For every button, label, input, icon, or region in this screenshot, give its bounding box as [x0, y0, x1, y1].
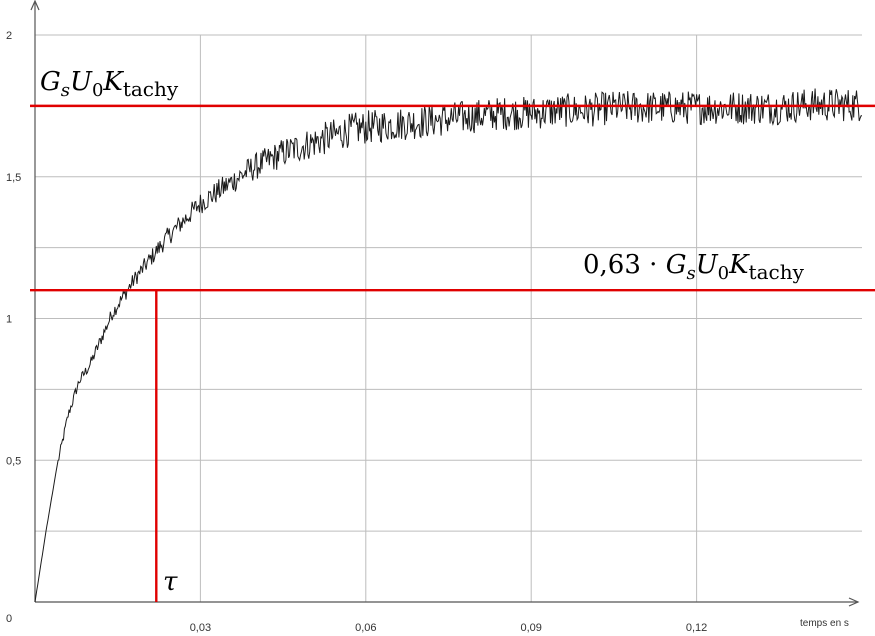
y-axis-arrow	[30, 0, 40, 11]
x-tick-label: 0,09	[520, 622, 541, 634]
axes	[30, 0, 860, 607]
x-tick-label: 0,12	[686, 622, 707, 634]
x-tick-label: 0,06	[355, 622, 376, 634]
steady-state-label: GsU0Ktachy	[40, 67, 179, 101]
y-tick-label: 1	[6, 314, 12, 326]
y-tick-label: 0,5	[6, 455, 21, 467]
tick-labels: 0 0,5 1 1,5 2 0,03 0,06 0,09 0,12	[6, 30, 707, 634]
y-tick-label: 2	[6, 30, 12, 42]
x-tick-label: 0,03	[190, 622, 211, 634]
speed-signal-line	[34, 88, 862, 603]
tau-label: τ	[163, 567, 178, 597]
y-tick-label: 1,5	[6, 172, 21, 184]
x-axis-title: temps en s	[800, 618, 849, 629]
time-constant-level-label: 0,63 · GsU0Ktachy	[583, 250, 805, 284]
x-axis-arrow	[848, 597, 860, 607]
y-tick-label: 0	[6, 613, 12, 625]
reference-lines	[30, 104, 875, 602]
